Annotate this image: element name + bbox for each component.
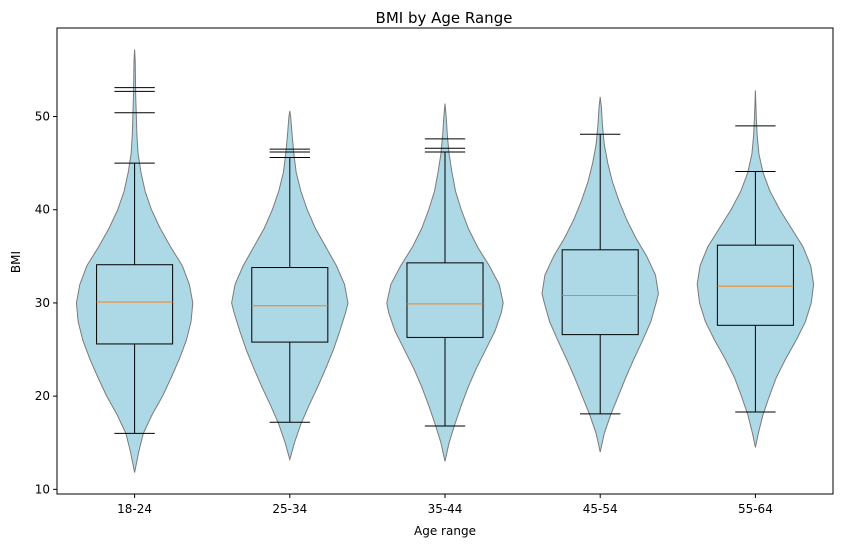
y-tick-label: 20 [35,389,50,403]
violin-group-18-24 [75,49,194,473]
box-iqr [716,244,794,326]
violin-group-45-54 [541,96,659,453]
violin-group-25-34 [231,110,349,462]
x-tick-label: 55-64 [738,502,773,516]
violin-group-55-64 [696,90,815,448]
chart-title: BMI by Age Range [376,9,513,27]
x-tick-label: 35-44 [428,502,463,516]
box-iqr [561,249,639,336]
y-axis: 10 20 30 40 50 [35,110,57,496]
violin-body [386,103,504,462]
y-axis-label: BMI [9,251,23,273]
x-axis-label: Age range [414,524,476,538]
x-tick-label: 45-54 [583,502,618,516]
x-tick-label: 18-24 [117,502,152,516]
box-iqr [406,262,484,338]
x-tick-label: 25-34 [272,502,307,516]
y-tick-label: 30 [35,296,50,310]
violin-body [541,96,659,453]
box-iqr [96,264,174,345]
y-tick-label: 10 [35,482,50,496]
violin-body [696,90,815,448]
violin-body [231,110,349,462]
box-iqr [251,267,329,343]
y-tick-label: 50 [35,110,50,124]
violin-group-35-44 [386,103,504,462]
x-axis: 18-24 25-34 35-44 45-54 55-64 [117,494,773,516]
y-tick-label: 40 [35,203,50,217]
plot-area [75,49,815,473]
